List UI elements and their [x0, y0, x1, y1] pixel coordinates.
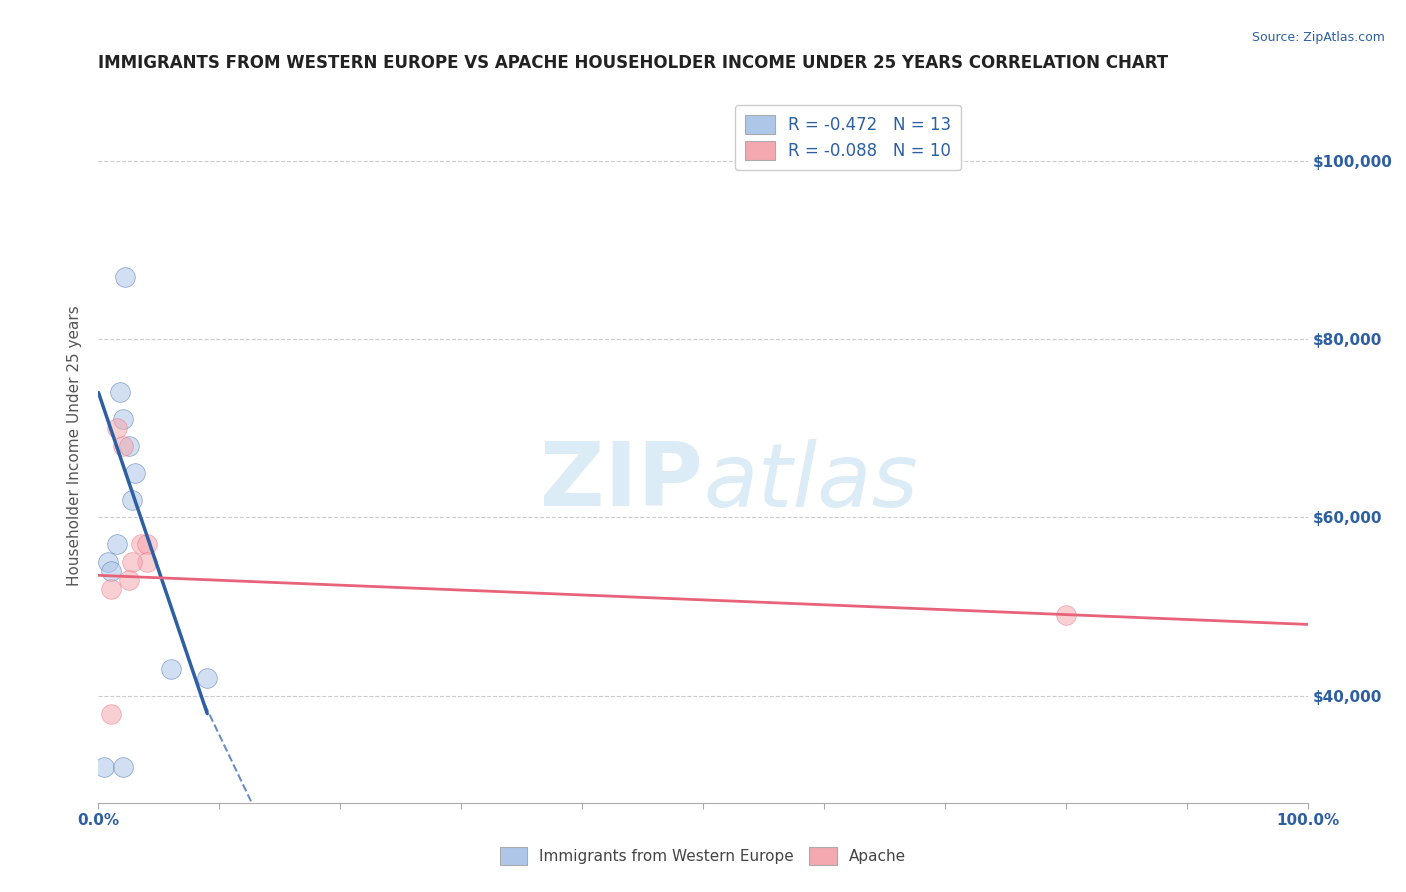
Legend: R = -0.472   N = 13, R = -0.088   N = 10: R = -0.472 N = 13, R = -0.088 N = 10 — [735, 104, 962, 169]
Point — [93, 760, 115, 774]
Point — [111, 439, 134, 453]
Point — [118, 439, 141, 453]
Point — [100, 706, 122, 721]
Y-axis label: Householder Income Under 25 years: Householder Income Under 25 years — [67, 306, 83, 586]
Point — [129, 537, 152, 551]
Point — [111, 760, 134, 774]
Legend: Immigrants from Western Europe, Apache: Immigrants from Western Europe, Apache — [494, 841, 912, 871]
Point — [124, 466, 146, 480]
Point — [100, 564, 122, 578]
Text: ZIP: ZIP — [540, 438, 703, 525]
Point — [160, 662, 183, 676]
Point — [105, 537, 128, 551]
Text: Source: ZipAtlas.com: Source: ZipAtlas.com — [1251, 31, 1385, 45]
Point — [108, 385, 131, 400]
Text: IMMIGRANTS FROM WESTERN EUROPE VS APACHE HOUSEHOLDER INCOME UNDER 25 YEARS CORRE: IMMIGRANTS FROM WESTERN EUROPE VS APACHE… — [98, 54, 1168, 72]
Point — [121, 555, 143, 569]
Point — [114, 269, 136, 284]
Point — [135, 537, 157, 551]
Point — [100, 582, 122, 596]
Point — [195, 671, 218, 685]
Point — [121, 492, 143, 507]
Text: atlas: atlas — [703, 439, 918, 524]
Point — [1054, 608, 1077, 623]
Point — [105, 421, 128, 435]
Point — [111, 412, 134, 426]
Point — [118, 573, 141, 587]
Point — [135, 555, 157, 569]
Point — [97, 555, 120, 569]
